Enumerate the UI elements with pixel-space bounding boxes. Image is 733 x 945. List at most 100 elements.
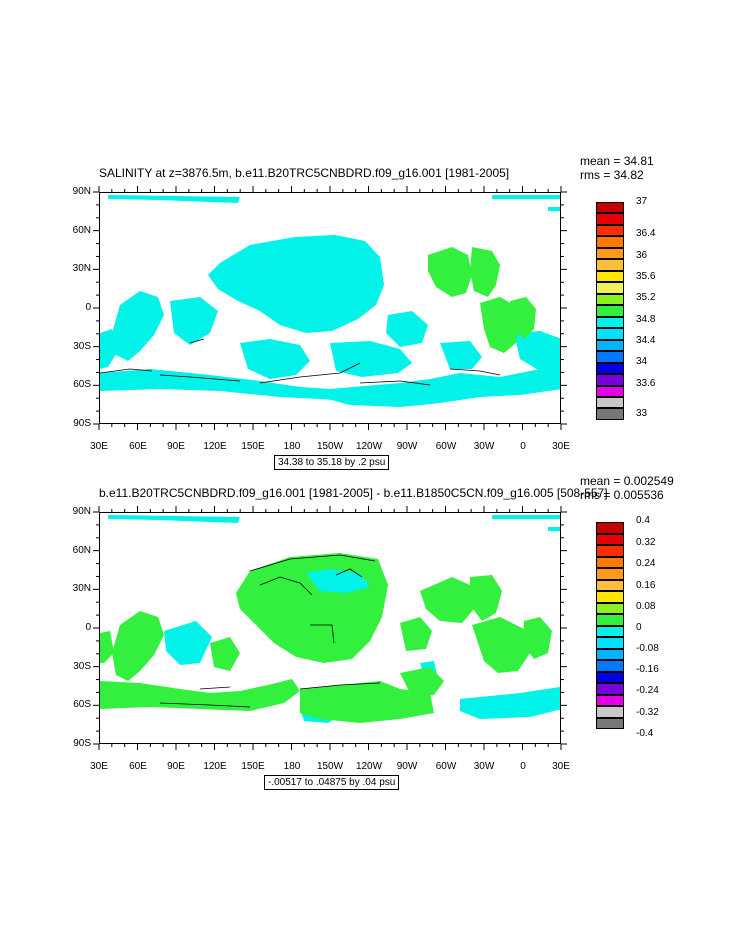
lon-label: 60W (435, 441, 457, 452)
lat-label: 90S (73, 738, 91, 749)
lon-label: 150W (316, 441, 344, 452)
legend-swatch (596, 316, 624, 329)
legend-swatch (596, 339, 624, 352)
lon-label: 120E (203, 441, 227, 452)
green-contour-fill (428, 247, 536, 353)
lon-label: 150E (241, 441, 265, 452)
lon-label: 30E (552, 761, 570, 772)
lon-label: 90E (167, 441, 185, 452)
legend-swatch (596, 202, 624, 214)
lat-label: 90S (73, 418, 91, 429)
legend-label: 0.4 (636, 515, 650, 526)
panel-title: SALINITY at z=3876.5m, b.e11.B20TRC5CNBD… (99, 166, 510, 180)
blank-areas (306, 569, 370, 593)
lon-label: 150W (316, 761, 344, 772)
contour-lines (159, 554, 381, 708)
lat-label: 90N (72, 506, 91, 517)
map-area (99, 192, 561, 424)
lon-label: 90W (396, 761, 418, 772)
lat-label: 30N (72, 583, 91, 594)
legend-label: -0.08 (636, 643, 659, 654)
legend-swatch (596, 694, 624, 706)
color-legend (596, 202, 624, 420)
lon-label: 90E (167, 761, 185, 772)
lon-label: 30E (90, 761, 108, 772)
legend-swatch (596, 671, 624, 683)
lon-label: 30W (473, 761, 495, 772)
legend-swatch (596, 614, 624, 626)
mean-stat: mean = 0.002549 (580, 474, 674, 488)
legend-swatch (596, 637, 624, 649)
lon-label: 60E (129, 761, 147, 772)
lon-label: 0 (520, 441, 526, 452)
legend-swatch (596, 305, 624, 317)
legend-swatch (596, 522, 624, 534)
legend-label: 0.32 (636, 537, 656, 548)
panel-title: b.e11.B20TRC5CNBDRD.f09_g16.001 [1981-20… (99, 486, 608, 500)
legend-label: 0.16 (636, 580, 656, 591)
lat-label: 90N (72, 186, 91, 197)
lon-label: 180 (283, 761, 301, 772)
legend-label: -0.4 (636, 728, 654, 739)
legend-swatch (596, 247, 624, 260)
legend-swatch (596, 706, 624, 718)
legend-label: 34 (636, 356, 648, 367)
lon-label: 30E (552, 441, 570, 452)
legend-label: -0.32 (636, 707, 659, 718)
lat-label: 60S (73, 379, 91, 390)
legend-swatch (596, 625, 624, 637)
legend-swatch (596, 282, 624, 294)
legend-swatch (596, 579, 624, 591)
legend-swatch (596, 362, 624, 375)
legend-swatch (596, 545, 624, 557)
legend-swatch (596, 533, 624, 545)
salinity-map-panel: SALINITY at z=3876.5m, b.e11.B20TRC5CNBD… (0, 150, 733, 470)
legend-swatch (596, 293, 624, 306)
lat-label: 60S (73, 699, 91, 710)
salinity-difference-panel: b.e11.B20TRC5CNBDRD.f09_g16.001 [1981-20… (0, 470, 733, 790)
legend-label: 35.2 (636, 292, 656, 303)
legend-label: 34.8 (636, 314, 656, 325)
mean-stat: mean = 34.81 (580, 154, 654, 168)
legend-label: 0.08 (636, 601, 656, 612)
lat-label: 30S (73, 661, 91, 672)
legend-swatch (596, 660, 624, 672)
lon-label: 150E (241, 761, 265, 772)
legend-swatch (596, 328, 624, 340)
legend-label: 33.6 (636, 378, 656, 389)
legend-swatch (596, 224, 624, 237)
rms-stat: rms = 34.82 (580, 168, 644, 182)
lat-label: 60N (72, 545, 91, 556)
lon-label: 30E (90, 441, 108, 452)
lat-label: 0 (85, 622, 91, 633)
legend-swatch (596, 591, 624, 603)
lat-label: 0 (85, 302, 91, 313)
legend-swatch (596, 408, 624, 420)
lon-label: 180 (283, 441, 301, 452)
legend-swatch (596, 648, 624, 660)
lon-label: 120W (355, 761, 383, 772)
legend-label: -0.24 (636, 685, 659, 696)
legend-label: 37 (636, 196, 648, 207)
lon-label: 30W (473, 441, 495, 452)
legend-label: 34.4 (636, 335, 656, 346)
map-area (99, 512, 561, 744)
legend-swatch (596, 351, 624, 363)
lon-label: 120W (355, 441, 383, 452)
legend-label: 36 (636, 250, 648, 261)
lon-label: 90W (396, 441, 418, 452)
difference-field (100, 515, 560, 723)
rms-stat: rms = 0.005536 (580, 488, 664, 502)
salinity-field (100, 195, 560, 407)
lon-label: 120E (203, 761, 227, 772)
lon-label: 60W (435, 761, 457, 772)
lat-label: 30S (73, 341, 91, 352)
color-legend (596, 522, 624, 729)
legend-swatch (596, 213, 624, 225)
legend-swatch (596, 259, 624, 271)
lon-label: 0 (520, 761, 526, 772)
contour-range-label: 34.38 to 35.18 by .2 psu (274, 455, 390, 470)
lat-label: 60N (72, 225, 91, 236)
lat-label: 30N (72, 263, 91, 274)
